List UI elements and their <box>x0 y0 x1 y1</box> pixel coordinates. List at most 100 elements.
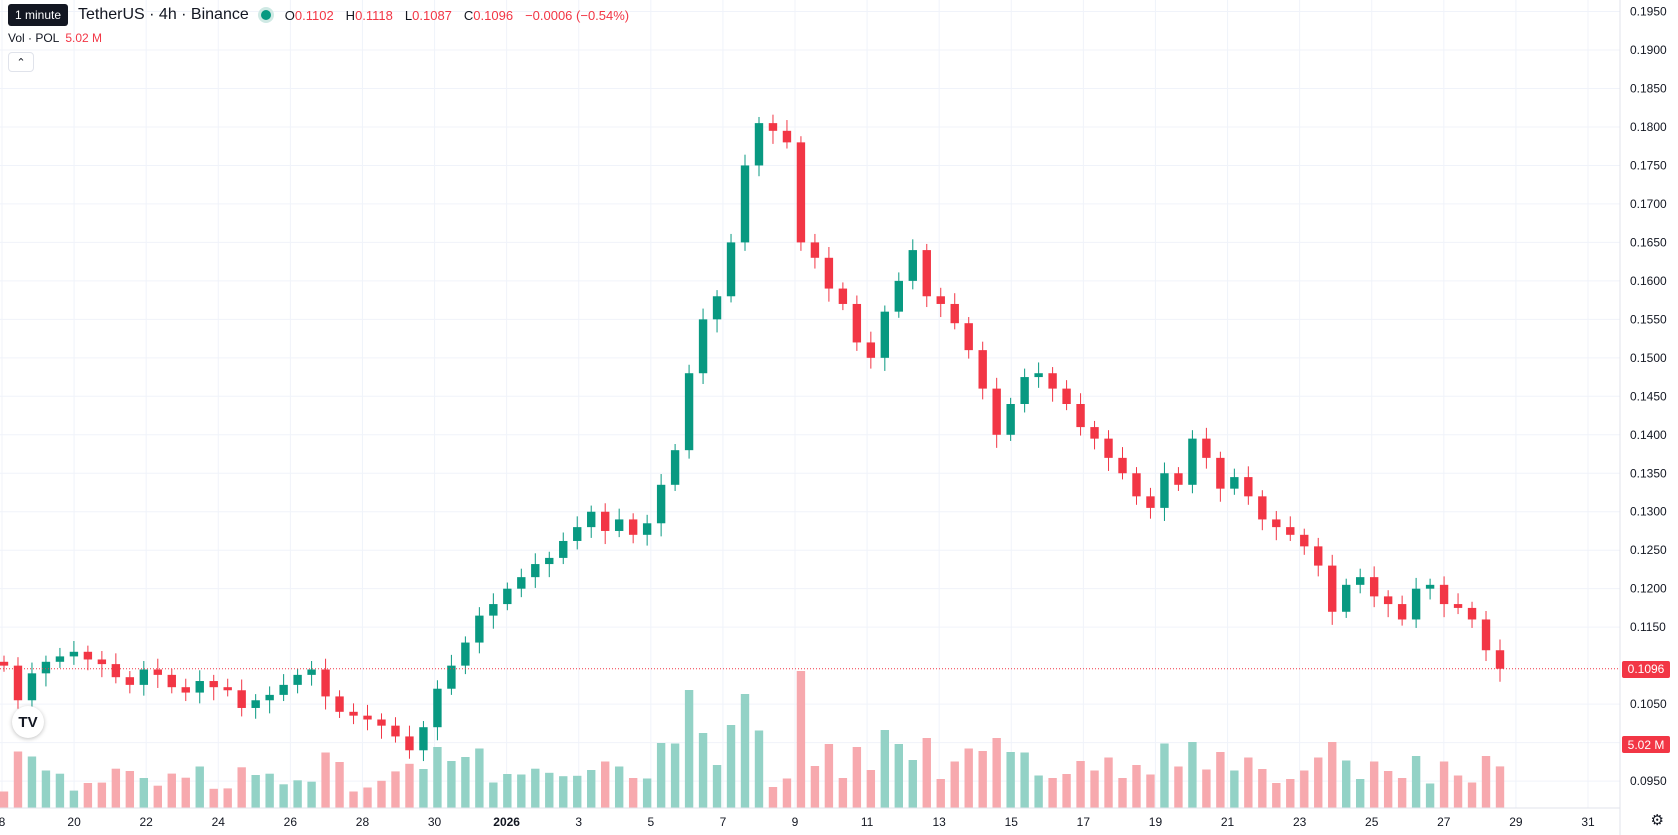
candle-body <box>377 719 386 726</box>
candle-body <box>894 280 903 312</box>
interval-tooltip: 1 minute <box>8 4 69 26</box>
candle-body <box>559 540 568 558</box>
volume-bar <box>614 766 624 808</box>
x-tick-label: 31 <box>1581 815 1595 829</box>
volume-bar <box>698 733 708 808</box>
candle-body <box>1006 404 1015 435</box>
ohlc-high: H0.1118 <box>345 7 393 23</box>
volume-bar <box>1411 756 1421 808</box>
x-tick-label: 9 <box>792 815 799 829</box>
candle-body <box>782 130 792 143</box>
volume-bar <box>531 768 540 808</box>
volume-bar <box>461 757 470 808</box>
candle-body <box>1495 650 1505 669</box>
candle-body <box>1062 388 1071 404</box>
candle-body <box>531 564 540 578</box>
volume-bar <box>1076 761 1085 808</box>
volume-bar <box>1034 775 1043 808</box>
candle-body <box>265 694 274 701</box>
volume-bar <box>1300 770 1309 808</box>
gear-icon[interactable]: ⚙ <box>1650 812 1664 829</box>
candle-body <box>251 700 260 708</box>
volume-bar <box>1062 774 1071 808</box>
y-tick-label: 0.1300 <box>1630 505 1667 519</box>
volume-bar <box>27 756 37 808</box>
x-tick-label: 30 <box>428 815 442 829</box>
collapse-legend-button[interactable]: ⌃ <box>8 52 34 72</box>
candle-body <box>1272 519 1281 528</box>
candle-body <box>167 674 176 688</box>
candle-body <box>1411 588 1421 620</box>
volume-bar <box>684 690 694 808</box>
candle-body <box>698 319 708 374</box>
candle-body <box>1342 584 1351 612</box>
candle-body <box>950 303 959 324</box>
candles <box>0 114 1505 762</box>
volume-bar <box>419 769 428 808</box>
candle-body <box>461 642 470 666</box>
volume-bar <box>293 780 302 808</box>
volume-bar <box>1090 770 1099 808</box>
y-tick-label: 0.1950 <box>1630 5 1667 19</box>
volume-bar <box>153 785 162 808</box>
volume-bar <box>1439 761 1449 808</box>
candle-body <box>573 527 582 541</box>
volume-bar <box>1174 766 1183 808</box>
y-tick-label: 0.1650 <box>1630 235 1667 249</box>
candle-body <box>1216 457 1225 489</box>
candle-body <box>1160 473 1169 508</box>
candle-body <box>475 615 484 643</box>
candle-body <box>363 715 372 720</box>
x-tick-label: 22 <box>140 815 154 829</box>
candle-body <box>55 656 65 662</box>
volume-bar <box>1369 761 1379 808</box>
ohlc-open: O0.1102 <box>284 7 334 23</box>
candle-body <box>1118 457 1127 474</box>
volume-bar <box>642 778 652 808</box>
candle-body <box>587 511 596 528</box>
volume-bar <box>796 671 806 808</box>
symbol-title[interactable]: TetherUS · 4h · Binance <box>78 6 249 23</box>
candle-body <box>922 250 931 297</box>
volume-bar <box>992 738 1001 808</box>
volume-bar <box>1216 752 1225 808</box>
x-tick-label: 13 <box>933 815 947 829</box>
x-tick-label: 24 <box>212 815 226 829</box>
y-tick-label: 0.1050 <box>1630 697 1667 711</box>
candle-body <box>27 673 37 701</box>
volume-price-label: 5.02 M <box>1622 736 1670 753</box>
volume-bar <box>838 778 848 808</box>
x-tick-label: 5 <box>647 815 654 829</box>
candle-body <box>405 736 414 751</box>
candle-body <box>195 681 204 693</box>
tradingview-logo[interactable]: TV <box>12 706 44 738</box>
y-tick-label: 0.1600 <box>1630 274 1667 288</box>
volume-bar <box>181 777 190 808</box>
candle-body <box>349 711 358 716</box>
volume-bar <box>1160 743 1169 808</box>
candle-body <box>293 674 302 685</box>
candle-body <box>1174 473 1183 485</box>
candle-body <box>391 725 400 737</box>
volume-bar <box>83 783 93 808</box>
volume-bar <box>265 773 274 808</box>
y-tick-label: 0.1400 <box>1630 428 1667 442</box>
y-tick-label: 0.1200 <box>1630 582 1667 596</box>
chart-grid <box>0 0 1620 808</box>
candle-body <box>1397 604 1407 620</box>
y-tick-label: 0.1700 <box>1630 197 1667 211</box>
volume-bar <box>349 791 358 808</box>
volume-bar <box>1048 778 1057 808</box>
volume-bar <box>41 770 51 808</box>
volume-bar <box>1230 770 1239 808</box>
candle-body <box>335 696 344 712</box>
candle-body <box>768 123 778 131</box>
ohlc-low: L0.1087 <box>404 7 452 23</box>
candle-body <box>447 665 456 689</box>
volume-bar <box>587 770 596 808</box>
volume-bar <box>1383 771 1393 808</box>
volume-bar <box>852 747 862 808</box>
candle-body <box>517 577 526 589</box>
volume-bar <box>824 744 834 808</box>
